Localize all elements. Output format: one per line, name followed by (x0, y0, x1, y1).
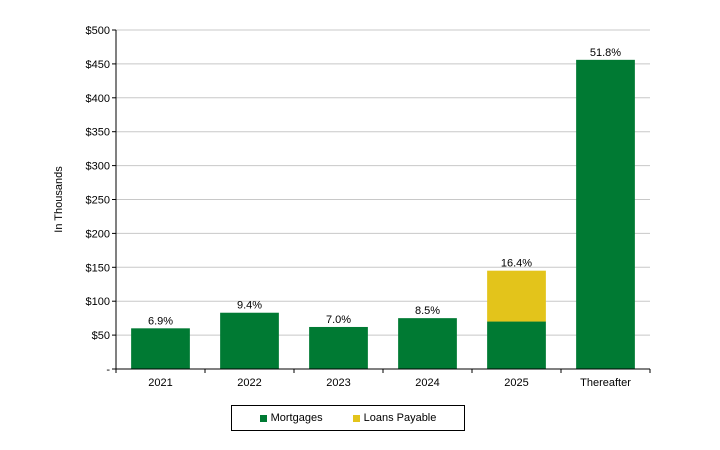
y-axis-title: In Thousands (53, 166, 65, 233)
y-tick-label: $200 (86, 228, 110, 240)
y-tick-label: $500 (86, 25, 110, 37)
legend-label-mortgages: Mortgages (270, 412, 323, 424)
gridlines (116, 29, 650, 336)
legend-swatch-mortgages (259, 414, 267, 422)
y-tick-label: $300 (86, 161, 110, 173)
y-tick-label: $250 (86, 195, 110, 207)
legend-item-mortgages: Mortgages (259, 412, 323, 424)
data-label: 7.0% (326, 314, 351, 326)
data-label: 16.4% (501, 258, 532, 270)
data-labels: 6.9% 9.4% 7.0% 8.5% 16.4% 51.8% (148, 47, 621, 327)
x-tick-label: 2024 (415, 377, 439, 389)
y-tick-label: $450 (86, 59, 110, 71)
legend-swatch-loans-payable (352, 414, 360, 422)
bars (131, 59, 635, 369)
x-tick-label: 2025 (504, 377, 528, 389)
bar-mortgages (131, 328, 190, 369)
y-tick-label: $100 (86, 296, 110, 308)
x-tick-label: 2023 (326, 377, 350, 389)
data-label: 6.9% (148, 315, 173, 327)
data-label: 51.8% (590, 47, 621, 59)
data-label: 8.5% (415, 305, 440, 317)
x-axis-ticks: 2021 2022 2023 2024 2025 Thereafter (115, 369, 651, 389)
x-tick-label: Thereafter (580, 377, 631, 389)
x-tick-label: 2021 (148, 377, 172, 389)
y-tick-label: $50 (92, 330, 110, 342)
y-tick-label: - (106, 364, 110, 376)
bar-mortgages (220, 312, 279, 369)
y-tick-label: $400 (86, 93, 110, 105)
bar-loans-payable (487, 270, 546, 322)
y-axis-ticks: - $50 $100 $150 $200 $250 $300 $350 $400 $450 $500 (86, 25, 116, 376)
legend-label-loans-payable: Loans Payable (363, 412, 437, 424)
y-tick-label: $150 (86, 262, 110, 274)
data-label: 9.4% (237, 300, 262, 312)
x-tick-label: 2022 (237, 377, 261, 389)
legend: Mortgages Loans Payable (231, 405, 465, 431)
y-tick-label: $350 (86, 127, 110, 139)
legend-item-loans-payable: Loans Payable (352, 412, 437, 424)
bar-mortgages (309, 326, 368, 369)
bar-mortgages (576, 59, 635, 369)
bar-mortgages (487, 321, 546, 369)
bar-mortgages (398, 318, 457, 369)
